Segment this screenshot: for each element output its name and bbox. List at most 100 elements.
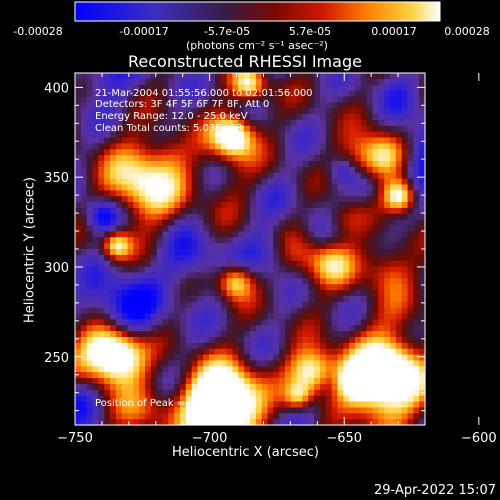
heatmap-cell (145, 202, 152, 209)
heatmap-cell (238, 143, 245, 150)
heatmap-cell (320, 331, 327, 338)
heatmap-cell (395, 266, 403, 274)
heatmap-cell (115, 184, 123, 191)
heatmap-cell (104, 125, 111, 133)
heatmap-cell (290, 225, 298, 232)
heatmap-cell (296, 378, 304, 385)
heatmap-cell (168, 419, 175, 426)
heatmap-cell (203, 213, 210, 221)
heatmap-cell (372, 84, 379, 92)
heatmap-cell (162, 225, 169, 232)
heatmap-cell (395, 260, 403, 268)
heatmap-cell (98, 260, 105, 268)
heatmap-cell (244, 413, 251, 420)
heatmap-cell (279, 249, 286, 256)
heatmap-cell (174, 90, 181, 98)
heatmap-cell (314, 360, 321, 367)
heatmap-cell (115, 196, 123, 203)
heatmap-cell (215, 389, 222, 397)
heatmap-cell (127, 184, 134, 191)
heatmap-cell (296, 260, 304, 268)
heatmap-cell (331, 378, 339, 385)
heatmap-cell (366, 202, 374, 209)
heatmap-cell (390, 219, 397, 227)
heatmap-cell (203, 378, 210, 385)
heatmap-cell (337, 290, 344, 297)
heatmap-cell (302, 266, 309, 274)
heatmap-cell (92, 161, 99, 168)
heatmap-cell (285, 389, 292, 397)
heatmap-cell (419, 114, 426, 121)
heatmap-cell (150, 272, 158, 279)
heatmap-cell (174, 331, 181, 338)
heatmap-cell (279, 366, 286, 373)
heatmap-cell (174, 360, 181, 367)
heatmap-cell (110, 372, 117, 379)
heatmap-cell (80, 78, 88, 86)
heatmap-cell (226, 196, 234, 203)
heatmap-cell (139, 190, 146, 197)
heatmap-cell (145, 149, 152, 156)
heatmap-cell (290, 166, 298, 174)
heatmap-cell (150, 119, 158, 127)
heatmap-cell (302, 407, 309, 414)
heatmap-cell (162, 295, 169, 303)
heatmap-cell (185, 119, 193, 127)
heatmap-cell (407, 96, 414, 103)
heatmap-cell (92, 360, 99, 367)
heatmap-cell (174, 401, 181, 408)
heatmap-cell (203, 348, 210, 356)
heatmap-cell (273, 131, 280, 139)
heatmap-cell (220, 243, 228, 250)
heatmap-cell (244, 389, 251, 397)
heatmap-cell (115, 360, 123, 367)
heatmap-cell (127, 172, 134, 180)
heatmap-cell (133, 260, 140, 268)
heatmap-cell (244, 96, 251, 103)
heatmap-cell (98, 213, 105, 221)
heatmap-cell (127, 389, 134, 397)
heatmap-cell (302, 149, 309, 156)
heatmap-cell (395, 395, 403, 403)
heatmap-cell (220, 395, 228, 403)
heatmap-cell (337, 143, 344, 150)
heatmap-cell (273, 401, 280, 408)
heatmap-cell (267, 342, 274, 350)
heatmap-cell (121, 354, 129, 362)
heatmap-cell (290, 149, 298, 156)
heatmap-cell (156, 325, 164, 332)
heatmap-cell (127, 331, 134, 338)
heatmap-cell (180, 419, 187, 426)
heatmap-cell (331, 237, 339, 244)
heatmap-cell (355, 278, 362, 285)
heatmap-cell (261, 278, 269, 285)
heatmap-cell (378, 108, 385, 115)
heatmap-cell (232, 161, 239, 168)
heatmap-cell (250, 378, 257, 385)
heatmap-cell (220, 237, 228, 244)
heatmap-cell (244, 407, 251, 414)
heatmap-cell (226, 213, 234, 221)
heatmap-cell (395, 166, 403, 174)
heatmap-cell (75, 172, 82, 180)
heatmap-cell (390, 125, 397, 133)
heatmap-cell (209, 90, 216, 98)
heatmap-cell (349, 155, 356, 162)
heatmap-cell (372, 331, 379, 338)
heatmap-cell (419, 272, 426, 279)
heatmap-cell (343, 307, 350, 315)
heatmap-cell (360, 354, 368, 362)
heatmap-cell (401, 295, 409, 303)
heatmap-cell (355, 378, 362, 385)
heatmap-cell (156, 125, 164, 133)
heatmap-cell (267, 178, 274, 186)
heatmap-cell (226, 102, 234, 109)
heatmap-cell (285, 202, 292, 209)
heatmap-cell (92, 155, 99, 162)
heatmap-cell (290, 196, 298, 203)
heatmap-cell (98, 307, 105, 315)
heatmap-cell (220, 290, 228, 297)
heatmap-cell (191, 119, 199, 127)
heatmap-cell (308, 108, 315, 115)
heatmap-cell (80, 184, 88, 191)
